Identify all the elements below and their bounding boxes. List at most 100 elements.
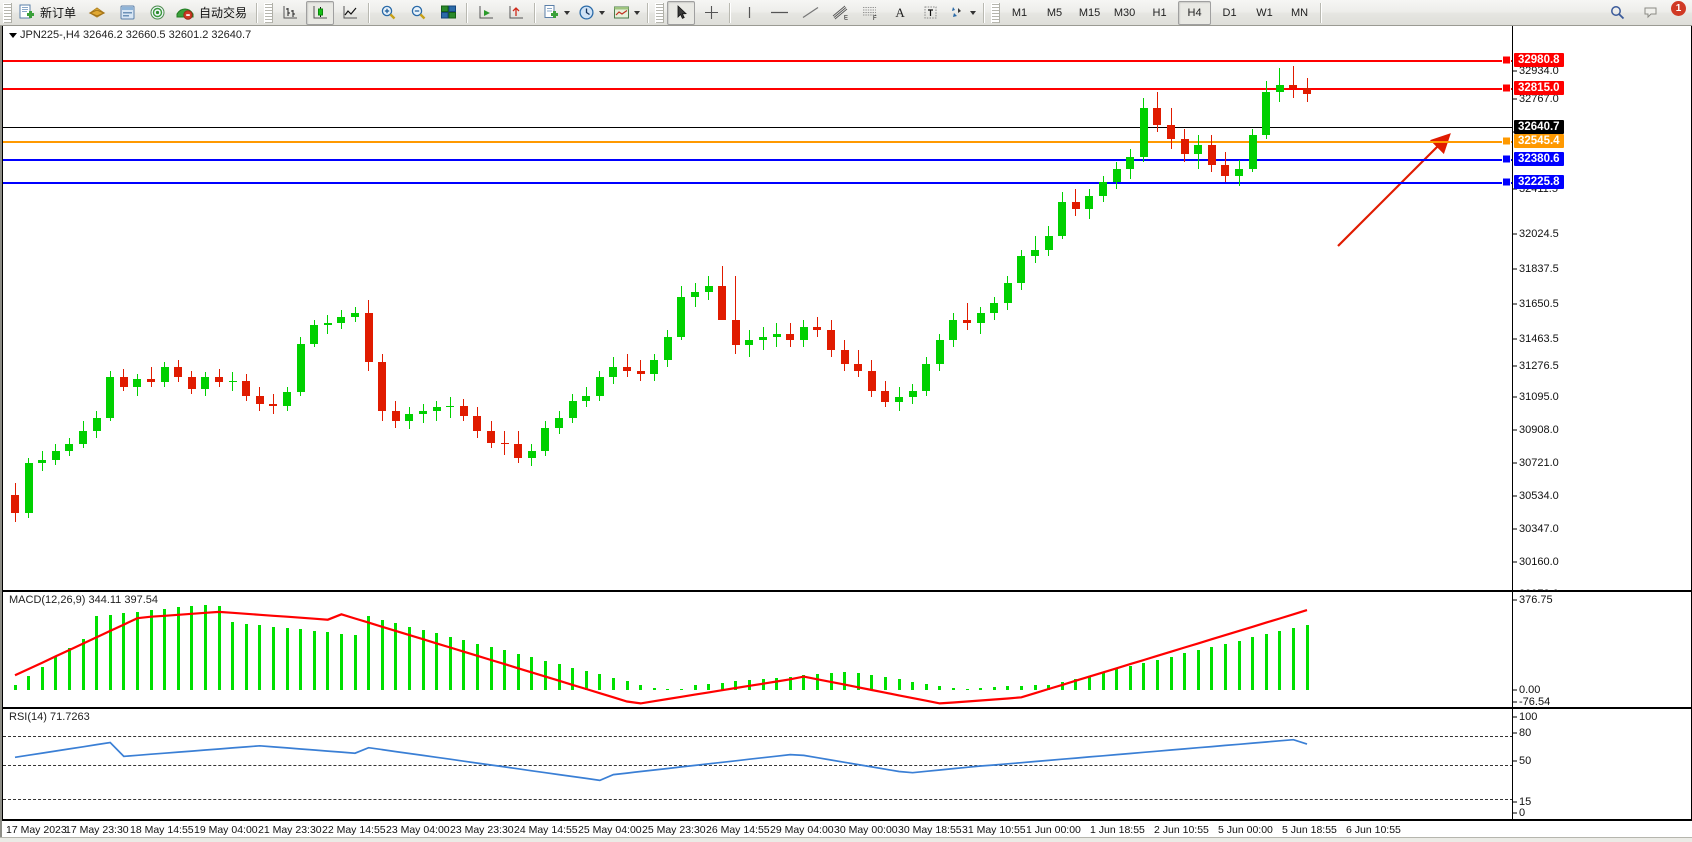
price-tick-label: 30721.0 [1519,457,1559,469]
time-axis-label: 17 May 23:30 [65,824,129,836]
price-level-handle[interactable] [1502,136,1511,146]
trendline-button[interactable] [796,1,824,25]
autotrading-button[interactable]: 自动交易 [173,1,252,25]
timeframe-m30[interactable]: M30 [1108,1,1141,25]
auto-scroll-button[interactable] [502,1,530,25]
new-order-button[interactable]: 新订单 [15,1,81,25]
price-level-handle[interactable] [1502,83,1511,93]
price-plot[interactable]: JPN225-,H4 32646.2 32660.5 32601.2 32640… [3,26,1513,590]
period-button[interactable] [575,1,608,25]
line-chart-button[interactable] [336,1,364,25]
collapse-arrow-icon[interactable] [9,32,17,38]
macd-plot[interactable]: MACD(12,26,9) 344.11 397.54 [3,592,1513,707]
price-tick-label: 30908.0 [1519,424,1559,436]
main-toolbar[interactable]: 新订单 自动交易 [0,0,1692,26]
macd-histogram-bar [353,635,357,690]
candlestick-chart-button[interactable] [306,0,335,25]
crosshair-button[interactable] [697,1,725,25]
price-level-line-entry-level[interactable] [3,141,1513,143]
price-scale[interactable]: 32934.032767.032595.532411.532024.531837… [1512,26,1691,630]
macd-histogram-bar [734,681,738,690]
macd-histogram-bar [1291,627,1295,690]
bar-chart-button[interactable] [276,1,304,25]
toolbar-grip[interactable] [3,2,12,23]
horizontal-line-button[interactable] [765,1,794,25]
price-tick-label: 31837.5 [1519,263,1559,275]
timeframe-h1[interactable]: H1 [1143,1,1176,25]
candle-body [38,459,47,463]
search-icon [1610,6,1624,20]
search-button[interactable] [1603,1,1631,25]
price-pane[interactable]: JPN225-,H4 32646.2 32660.5 32601.2 32640… [2,26,1692,630]
expert-advisor-button[interactable] [83,1,111,25]
toolbar-grip-4[interactable] [991,2,1001,23]
candle-body [772,333,781,337]
macd-histogram-bar [40,666,44,690]
timeframe-mn[interactable]: MN [1283,1,1316,25]
price-tick-mark [1513,462,1517,464]
alerts-button[interactable] [1638,1,1666,25]
price-tick-mark [1513,233,1517,235]
candle-wick [504,431,506,455]
timeframe-m15[interactable]: M15 [1073,1,1106,25]
timeframe-d1[interactable]: D1 [1213,1,1246,25]
signals-button[interactable] [143,1,171,25]
chevron-down-icon-3[interactable] [634,10,641,15]
price-level-line-resistance-1[interactable] [3,88,1513,90]
price-level-label-support-2[interactable]: 32225.8 [1514,175,1564,189]
macd-tick-mark [1513,689,1517,691]
templates-button[interactable] [610,1,643,25]
rsi-plot[interactable]: RSI(14) 71.7263 [3,709,1513,819]
price-level-line-support-1[interactable] [3,159,1513,161]
price-level-label-entry-level[interactable]: 32545.4 [1514,134,1564,148]
candle-body [949,320,958,341]
toolbar-grip-2[interactable] [264,2,274,23]
toolbar-grip-3[interactable] [655,2,665,23]
chart-shift-button[interactable] [472,1,500,25]
price-level-line-current-bid[interactable] [3,127,1513,128]
price-level-handle[interactable] [1502,177,1511,187]
macd-pane[interactable]: MACD(12,26,9) 344.11 397.54 376.75 0.00 -7… [2,591,1692,708]
price-level-label-resistance-2[interactable]: 32980.8 [1514,53,1564,67]
cursor-button[interactable] [667,0,696,25]
macd-histogram-bar [312,630,316,690]
price-level-line-support-2[interactable] [3,182,1513,184]
price-level-label-current-bid[interactable]: 32640.7 [1514,120,1564,134]
indicators-button[interactable] [540,1,573,25]
chevron-down-icon-4[interactable] [970,10,977,15]
vertical-line-button[interactable] [735,1,763,25]
candle-body [1139,108,1148,158]
text-button[interactable] [916,1,944,25]
price-level-label-support-1[interactable]: 32380.6 [1514,152,1564,166]
price-tick-mark [1513,396,1517,398]
text-label-button[interactable]: A [886,1,914,25]
timeframe-w1[interactable]: W1 [1248,1,1281,25]
zoom-in-button[interactable] [374,1,402,25]
candle-body [215,377,223,383]
price-level-handle[interactable] [1502,55,1511,65]
timeframe-m5[interactable]: M5 [1038,1,1071,25]
chevron-down-icon[interactable] [564,10,571,15]
macd-histogram-bar [611,677,615,690]
chevron-down-icon-2[interactable] [599,10,606,15]
rsi-tick-label: 100 [1519,711,1538,723]
candle-body [242,380,251,396]
macd-histogram-bar [870,675,874,690]
zoom-out-button[interactable] [404,1,432,25]
timeframe-m1[interactable]: M1 [1003,1,1036,25]
time-axis[interactable]: 17 May 2023 17 May 23:30 18 May 14:55 19 Ma… [2,820,1692,842]
shapes-button[interactable] [946,1,979,25]
chart-area[interactable]: JPN225-,H4 32646.2 32660.5 32601.2 32640… [0,26,1692,842]
equidistant-channel-button[interactable]: E [826,1,854,25]
data-window-button[interactable] [113,1,141,25]
rsi-pane[interactable]: RSI(14) 71.7263 100 80 50 15 0 [2,708,1692,820]
price-level-handle[interactable] [1502,154,1511,164]
fibonacci-button[interactable]: F [856,1,884,25]
candle-wick [449,397,451,418]
timeframe-label: H1 [1152,6,1167,19]
price-level-label-resistance-1[interactable]: 32815.0 [1514,81,1564,95]
candle-body [867,370,876,391]
tile-windows-button[interactable] [434,1,462,25]
price-level-line-resistance-2[interactable] [3,60,1513,62]
timeframe-h4[interactable]: H4 [1178,0,1212,25]
